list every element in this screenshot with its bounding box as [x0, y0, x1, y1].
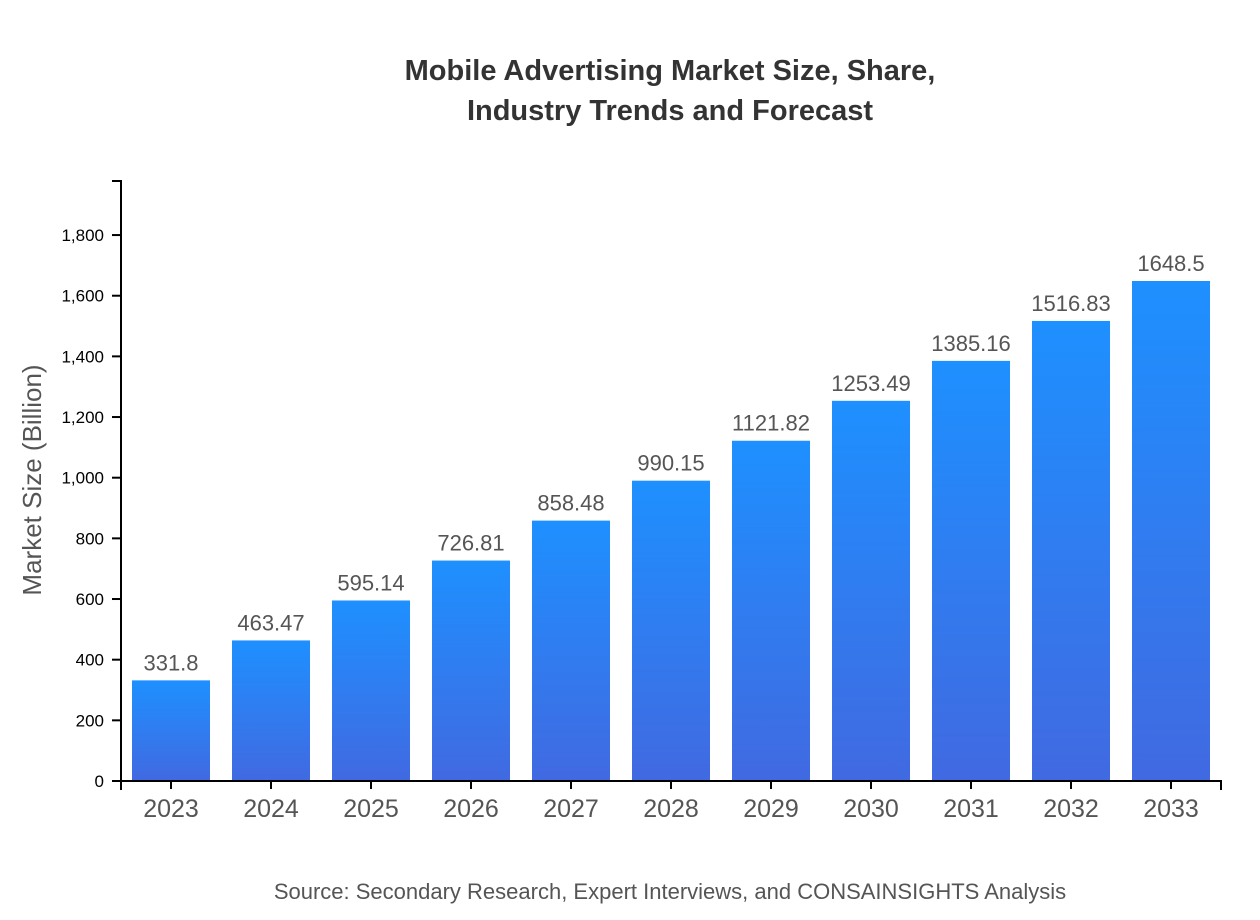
x-tick-label: 2026: [443, 795, 499, 823]
x-axis: 2023 2024 2025 2026 2027 2028 2029 2030 2031 2032…: [120, 780, 1222, 823]
x-tick-label: 2032: [1043, 795, 1099, 823]
bar-2024: [232, 640, 310, 781]
bar-2030: [832, 400, 910, 781]
data-label-2033: 1648.5: [1137, 251, 1204, 276]
bar-2033: [1132, 281, 1210, 781]
y-tick-label: 1,000: [61, 469, 104, 488]
x-tick-label: 2030: [843, 795, 899, 823]
y-axis: 0 200 400 600 800 1,000 1,200 1,400 1,600 1,800: [61, 180, 122, 791]
data-label-2031: 1385.16: [931, 331, 1011, 356]
data-label-2023: 331.8: [143, 650, 198, 675]
x-tick-label: 2023: [143, 795, 199, 823]
x-tick-label: 2028: [643, 795, 699, 823]
bar-2023: [132, 680, 210, 781]
bar-2026: [432, 560, 510, 781]
y-tick-label: 200: [76, 711, 104, 730]
bar-2031: [932, 360, 1010, 781]
data-label-2030: 1253.49: [831, 371, 911, 396]
y-axis-label: Market Size (Billion): [17, 364, 47, 595]
x-tick-label: 2027: [543, 795, 599, 823]
x-tick-label: 2025: [343, 795, 399, 823]
bar-2028: [632, 480, 710, 781]
bar-2032: [1032, 320, 1110, 781]
y-tick-label: 1,800: [61, 226, 104, 245]
x-tick-label: 2024: [243, 795, 299, 823]
y-tick-label: 600: [76, 590, 104, 609]
x-tick-label: 2033: [1143, 795, 1199, 823]
data-label-2026: 726.81: [437, 531, 504, 556]
bar-2025: [332, 600, 410, 781]
bar-2029: [732, 440, 810, 781]
data-label-2028: 990.15: [637, 451, 704, 476]
x-axis-line: [120, 780, 1222, 790]
bars-group: 331.8 463.47 595.14 726.81 858.48 990.15 1121.…: [132, 251, 1210, 781]
chart-title-line-2: Industry Trends and Forecast: [467, 95, 873, 127]
data-label-2032: 1516.83: [1031, 291, 1111, 316]
y-tick-label: 400: [76, 651, 104, 670]
data-label-2025: 595.14: [337, 570, 404, 595]
data-label-2024: 463.47: [237, 610, 304, 635]
y-tick-label: 1,400: [61, 347, 104, 366]
x-tick-label: 2029: [743, 795, 799, 823]
source-note: Source: Secondary Research, Expert Inter…: [274, 879, 1066, 904]
x-tick-label: 2031: [943, 795, 999, 823]
y-tick-label: 1,600: [61, 287, 104, 306]
chart-title-line-1: Mobile Advertising Market Size, Share,: [405, 55, 936, 87]
data-label-2027: 858.48: [537, 491, 604, 516]
data-label-2029: 1121.82: [732, 411, 810, 436]
y-tick-label: 800: [76, 529, 104, 548]
y-axis-line: [112, 180, 122, 782]
bar-2027: [532, 520, 610, 781]
y-tick-label: 0: [95, 772, 104, 791]
y-tick-label: 1,200: [61, 408, 104, 427]
